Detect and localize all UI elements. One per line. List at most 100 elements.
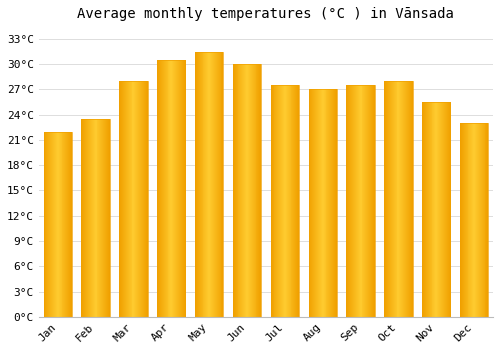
- Bar: [52, 132, 53, 317]
- Bar: [479, 123, 480, 317]
- Bar: [480, 123, 481, 317]
- Bar: [384, 81, 412, 317]
- Bar: [422, 102, 450, 317]
- Bar: [139, 81, 140, 317]
- Bar: [319, 90, 320, 317]
- Bar: [53, 132, 54, 317]
- Bar: [392, 81, 393, 317]
- Bar: [346, 85, 375, 317]
- Bar: [246, 64, 247, 317]
- Bar: [296, 85, 297, 317]
- Bar: [104, 119, 105, 317]
- Bar: [448, 102, 450, 317]
- Bar: [310, 90, 312, 317]
- Bar: [244, 64, 245, 317]
- Bar: [157, 60, 158, 317]
- Bar: [481, 123, 482, 317]
- Bar: [142, 81, 143, 317]
- Bar: [357, 85, 358, 317]
- Bar: [464, 123, 466, 317]
- Bar: [137, 81, 138, 317]
- Bar: [102, 119, 103, 317]
- Bar: [130, 81, 132, 317]
- Bar: [369, 85, 370, 317]
- Bar: [348, 85, 349, 317]
- Bar: [322, 90, 324, 317]
- Bar: [446, 102, 448, 317]
- Bar: [234, 64, 236, 317]
- Bar: [294, 85, 296, 317]
- Bar: [486, 123, 488, 317]
- Bar: [473, 123, 474, 317]
- Bar: [394, 81, 396, 317]
- Bar: [371, 85, 372, 317]
- Bar: [272, 85, 274, 317]
- Bar: [108, 119, 109, 317]
- Bar: [123, 81, 124, 317]
- Bar: [159, 60, 160, 317]
- Bar: [386, 81, 387, 317]
- Bar: [297, 85, 298, 317]
- Bar: [328, 90, 330, 317]
- Bar: [51, 132, 52, 317]
- Bar: [196, 51, 197, 317]
- Bar: [424, 102, 425, 317]
- Bar: [436, 102, 438, 317]
- Bar: [215, 51, 216, 317]
- Bar: [128, 81, 130, 317]
- Bar: [105, 119, 106, 317]
- Bar: [425, 102, 426, 317]
- Bar: [58, 132, 59, 317]
- Bar: [200, 51, 202, 317]
- Bar: [430, 102, 432, 317]
- Bar: [119, 81, 120, 317]
- Bar: [475, 123, 476, 317]
- Bar: [432, 102, 434, 317]
- Bar: [466, 123, 468, 317]
- Bar: [385, 81, 386, 317]
- Bar: [460, 123, 488, 317]
- Bar: [472, 123, 473, 317]
- Bar: [107, 119, 108, 317]
- Bar: [122, 81, 123, 317]
- Bar: [256, 64, 258, 317]
- Bar: [158, 60, 159, 317]
- Bar: [48, 132, 50, 317]
- Bar: [67, 132, 68, 317]
- Bar: [408, 81, 409, 317]
- Bar: [174, 60, 175, 317]
- Bar: [178, 60, 179, 317]
- Bar: [426, 102, 427, 317]
- Bar: [57, 132, 58, 317]
- Bar: [281, 85, 282, 317]
- Bar: [134, 81, 136, 317]
- Bar: [126, 81, 127, 317]
- Bar: [184, 60, 186, 317]
- Bar: [405, 81, 406, 317]
- Bar: [441, 102, 442, 317]
- Bar: [443, 102, 444, 317]
- Bar: [98, 119, 100, 317]
- Bar: [243, 64, 244, 317]
- Bar: [206, 51, 208, 317]
- Title: Average monthly temperatures (°C ) in Vānsada: Average monthly temperatures (°C ) in Vā…: [78, 7, 454, 21]
- Bar: [49, 132, 50, 317]
- Bar: [146, 81, 148, 317]
- Bar: [44, 132, 46, 317]
- Bar: [285, 85, 286, 317]
- Bar: [233, 64, 234, 317]
- Bar: [247, 64, 248, 317]
- Bar: [138, 81, 139, 317]
- Bar: [181, 60, 182, 317]
- Bar: [474, 123, 475, 317]
- Bar: [356, 85, 357, 317]
- Bar: [396, 81, 398, 317]
- Bar: [428, 102, 430, 317]
- Bar: [164, 60, 166, 317]
- Bar: [86, 119, 87, 317]
- Bar: [298, 85, 299, 317]
- Bar: [366, 85, 367, 317]
- Bar: [92, 119, 93, 317]
- Bar: [216, 51, 217, 317]
- Bar: [89, 119, 90, 317]
